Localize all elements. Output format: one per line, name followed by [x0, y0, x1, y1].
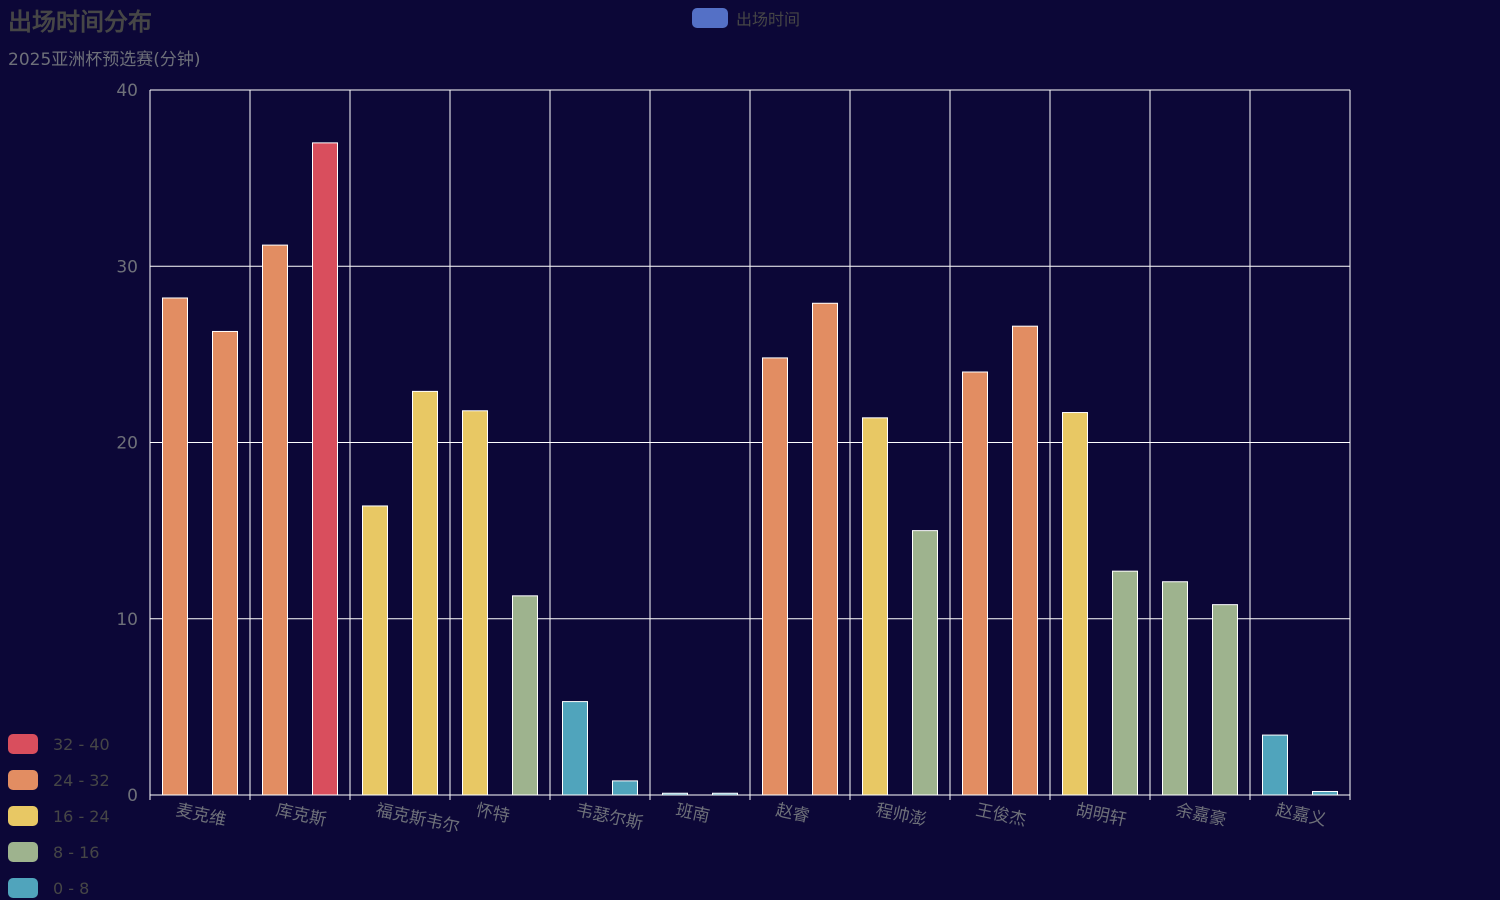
bar[interactable] — [312, 142, 338, 796]
visual-map-item[interactable]: 32 - 40 — [8, 726, 110, 762]
bar[interactable] — [262, 244, 288, 796]
visual-map[interactable]: 32 - 40 24 - 32 16 - 24 8 - 16 0 - 8 — [8, 726, 110, 900]
bar[interactable] — [212, 330, 238, 796]
bar[interactable] — [912, 530, 938, 796]
chart-title: 出场时间分布 — [8, 8, 152, 36]
bar[interactable] — [1262, 734, 1288, 796]
visual-map-label: 0 - 8 — [53, 878, 90, 898]
visual-map-label: 8 - 16 — [53, 842, 100, 862]
bar[interactable] — [512, 595, 538, 796]
bar[interactable] — [612, 780, 638, 796]
visual-map-item[interactable]: 8 - 16 — [8, 834, 110, 870]
x-tick-label: 程帅澎 — [874, 800, 928, 830]
legend[interactable]: 出场时间 — [692, 6, 800, 30]
chart-subtitle: 2025亚洲杯预选赛(分钟) — [8, 50, 201, 70]
x-tick-label: 麦克维 — [174, 800, 228, 830]
x-tick-label: 班南 — [674, 800, 711, 827]
bar[interactable] — [662, 792, 688, 796]
bar[interactable] — [862, 417, 888, 796]
y-tick-label: 20 — [116, 434, 138, 454]
bar[interactable] — [1162, 581, 1188, 796]
bar[interactable] — [362, 505, 388, 796]
legend-label[interactable]: 出场时间 — [736, 10, 801, 29]
bar[interactable] — [412, 390, 438, 796]
x-tick-label: 赵嘉义 — [1274, 800, 1328, 830]
bar[interactable] — [962, 371, 988, 796]
visual-map-swatch[interactable] — [8, 806, 38, 826]
x-tick-label: 胡明轩 — [1074, 800, 1128, 830]
visual-map-swatch[interactable] — [8, 734, 38, 754]
visual-map-label: 24 - 32 — [53, 770, 110, 790]
visual-map-swatch[interactable] — [8, 770, 38, 790]
bar[interactable] — [1012, 325, 1038, 796]
bar[interactable] — [812, 302, 838, 796]
visual-map-swatch[interactable] — [8, 878, 38, 898]
bar[interactable] — [712, 792, 738, 796]
y-tick-label: 30 — [116, 257, 138, 277]
x-tick-label: 韦瑟尔斯 — [574, 800, 645, 834]
visual-map-label: 32 - 40 — [53, 734, 110, 754]
y-tick-label: 10 — [116, 610, 138, 630]
x-tick-label: 余嘉豪 — [1174, 799, 1228, 830]
x-tick-label: 怀特 — [474, 800, 511, 827]
legend-swatch[interactable] — [692, 8, 728, 28]
y-tick-label: 0 — [127, 786, 138, 806]
x-tick-label: 赵睿 — [774, 800, 811, 827]
visual-map-item[interactable]: 0 - 8 — [8, 870, 110, 900]
x-tick-label: 库克斯 — [274, 800, 328, 830]
y-tick-label: 40 — [116, 81, 138, 101]
visual-map-swatch[interactable] — [8, 842, 38, 862]
bar[interactable] — [1212, 604, 1238, 796]
x-tick-label: 王俊杰 — [974, 800, 1028, 830]
x-tick-label: 福克斯韦尔 — [374, 800, 461, 837]
bar[interactable] — [1062, 412, 1088, 796]
bar[interactable] — [162, 297, 188, 796]
bar[interactable] — [462, 410, 488, 796]
bar[interactable] — [1112, 570, 1138, 796]
bar[interactable] — [562, 701, 588, 796]
bar[interactable] — [1312, 790, 1338, 796]
visual-map-item[interactable]: 24 - 32 — [8, 762, 110, 798]
visual-map-label: 16 - 24 — [53, 806, 110, 826]
visual-map-item[interactable]: 16 - 24 — [8, 798, 110, 834]
bar[interactable] — [762, 357, 788, 796]
